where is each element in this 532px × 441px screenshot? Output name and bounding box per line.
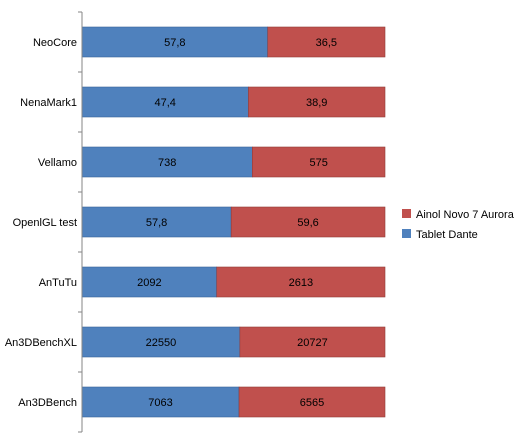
bar-tablet-dante bbox=[81, 86, 249, 118]
data-label-tablet-dante: 47,4 bbox=[154, 97, 175, 109]
bar-ainol-novo-7-aurora bbox=[239, 326, 386, 358]
data-label-tablet-dante: 22550 bbox=[146, 337, 177, 349]
tick-marks bbox=[78, 11, 82, 433]
bar-ainol-novo-7-aurora bbox=[252, 146, 386, 178]
legend-label: Ainol Novo 7 Aurora bbox=[416, 209, 515, 221]
data-label-ainol-novo-7-aurora: 38,9 bbox=[306, 97, 327, 109]
data-label-ainol-novo-7-aurora: 6565 bbox=[300, 397, 324, 409]
legend: Ainol Novo 7 Aurora Tablet Dante bbox=[402, 209, 515, 241]
data-label-ainol-novo-7-aurora: 20727 bbox=[297, 337, 328, 349]
data-label-tablet-dante: 2092 bbox=[137, 277, 161, 289]
bar-ainol-novo-7-aurora bbox=[238, 386, 386, 418]
category-label: OpenlGL test bbox=[13, 217, 77, 229]
legend-swatch bbox=[402, 209, 411, 218]
bar-tablet-dante bbox=[81, 386, 240, 418]
category-labels: NeoCore NenaMark1 Vellamo OpenlGL test AnTuT… bbox=[5, 37, 77, 409]
category-label: An3DBenchXL bbox=[5, 337, 77, 349]
category-label: NenaMark1 bbox=[20, 97, 77, 109]
bar-ainol-novo-7-aurora bbox=[267, 26, 386, 58]
data-label-ainol-novo-7-aurora: 2613 bbox=[289, 277, 313, 289]
category-label: AnTuTu bbox=[39, 277, 77, 289]
data-label-tablet-dante: 738 bbox=[158, 157, 176, 169]
data-label-ainol-novo-7-aurora: 36,5 bbox=[316, 37, 337, 49]
bars-layer bbox=[81, 26, 386, 418]
data-label-ainol-novo-7-aurora: 575 bbox=[309, 157, 327, 169]
category-label: NeoCore bbox=[33, 37, 77, 49]
bar-tablet-dante bbox=[81, 206, 232, 238]
category-label: Vellamo bbox=[38, 157, 77, 169]
legend-label: Tablet Dante bbox=[416, 229, 478, 241]
bar-ainol-novo-7-aurora bbox=[216, 266, 386, 298]
bar-ainol-novo-7-aurora bbox=[248, 86, 386, 118]
bar-ainol-novo-7-aurora bbox=[230, 206, 386, 238]
data-label-ainol-novo-7-aurora: 59,6 bbox=[297, 217, 318, 229]
data-label-tablet-dante: 57,8 bbox=[146, 217, 167, 229]
data-label-tablet-dante: 7063 bbox=[148, 397, 172, 409]
data-label-tablet-dante: 57,8 bbox=[164, 37, 185, 49]
category-label: An3DBench bbox=[18, 397, 77, 409]
data-labels: 57,8 36,5 47,4 38,9 738 575 57,8 59,6 2092 2613 22… bbox=[137, 37, 337, 409]
legend-swatch bbox=[402, 229, 411, 238]
bar-tablet-dante bbox=[81, 26, 269, 58]
bar-tablet-dante bbox=[81, 146, 253, 178]
